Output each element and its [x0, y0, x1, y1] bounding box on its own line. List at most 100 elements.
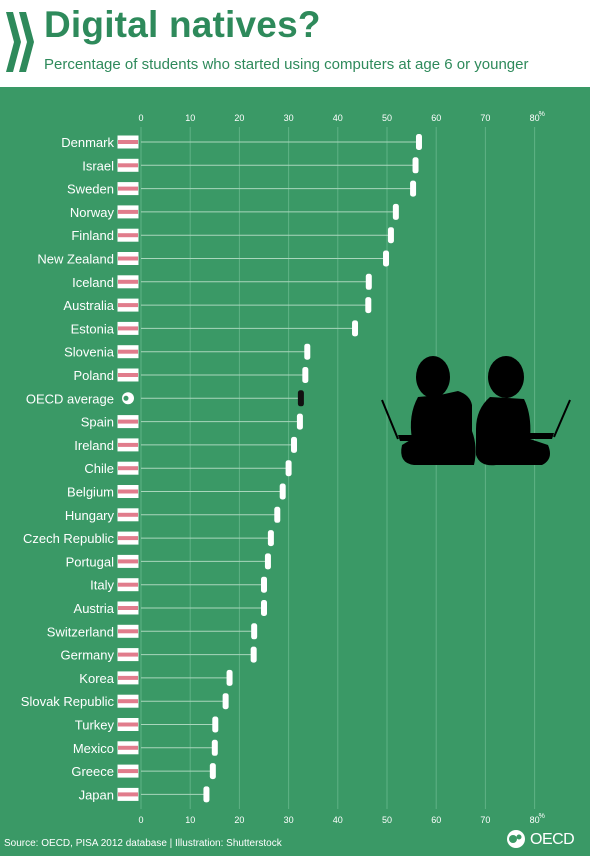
flag-icon-stripe — [118, 792, 138, 797]
data-marker — [267, 530, 274, 547]
x-tick-label-top: 40 — [333, 113, 343, 123]
category-label: OECD average — [26, 391, 114, 406]
data-marker — [296, 413, 303, 430]
flag-icon-stripe — [118, 233, 138, 238]
category-label: Japan — [79, 787, 114, 802]
flag-icon-stripe — [118, 303, 138, 308]
oecd-chevron-icon — [6, 12, 34, 72]
flag-icon-stripe — [118, 629, 138, 634]
data-marker — [222, 693, 229, 710]
category-label: Israel — [82, 158, 114, 173]
category-label: Poland — [74, 368, 114, 383]
category-label: Switzerland — [47, 624, 114, 639]
x-tick-label-bottom: 30 — [284, 815, 294, 825]
flag-icon-stripe — [118, 163, 138, 168]
page-subtitle: Percentage of students who started using… — [44, 56, 529, 73]
unit-label-top: % — [539, 111, 545, 118]
category-label: New Zealand — [37, 252, 114, 267]
category-label: Spain — [81, 415, 114, 430]
category-label: Sweden — [67, 182, 114, 197]
category-label: Czech Republic — [23, 531, 115, 546]
flag-icon-stripe — [118, 349, 138, 354]
oecd-flag-icon-detail — [123, 395, 129, 401]
header: Digital natives? Percentage of students … — [0, 0, 590, 87]
data-marker — [274, 506, 281, 523]
x-tick-label-bottom: 50 — [382, 815, 392, 825]
category-label: Belgium — [67, 485, 114, 500]
students-laptops-illustration — [381, 356, 571, 466]
data-marker — [297, 390, 304, 407]
x-tick-label-top: 0 — [138, 113, 143, 123]
flag-icon-stripe — [118, 722, 138, 727]
dot-chart: 0 0 10 10 20 20 30 30 40 40 50 50 60 60 70 70 80 80%% Denm… — [21, 111, 545, 825]
flag-icon-stripe — [118, 279, 138, 284]
category-label: Ireland — [74, 438, 114, 453]
x-tick-label-bottom: 70 — [480, 815, 490, 825]
data-marker — [209, 763, 216, 780]
data-marker — [211, 739, 218, 756]
category-label: Denmark — [61, 135, 114, 150]
data-marker — [352, 320, 359, 337]
data-marker — [415, 134, 422, 150]
data-marker — [203, 786, 210, 803]
category-label: Italy — [90, 578, 114, 593]
category-label: Norway — [70, 205, 115, 220]
data-marker — [264, 553, 271, 570]
flag-icon-stripe — [118, 209, 138, 214]
category-label: Portugal — [66, 554, 115, 569]
category-label: Chile — [84, 461, 114, 476]
data-marker — [251, 623, 258, 640]
unit-label-bottom: % — [539, 813, 545, 820]
x-tick-label-top: 20 — [234, 113, 244, 123]
flag-icon-stripe — [118, 512, 138, 517]
data-marker — [261, 576, 267, 593]
data-marker — [304, 343, 311, 360]
data-marker — [412, 157, 419, 174]
flag-icon-stripe — [118, 652, 138, 657]
data-marker — [383, 250, 390, 267]
data-marker — [410, 180, 417, 197]
data-marker — [250, 646, 257, 663]
x-tick-label-top: 80 — [530, 113, 540, 123]
data-marker — [387, 227, 394, 244]
x-tick-label-top: 70 — [480, 113, 490, 123]
flag-icon-stripe — [118, 536, 138, 541]
category-label: Slovak Republic — [21, 694, 115, 709]
flag-icon-stripe — [118, 489, 138, 494]
flag-icon-stripe — [118, 606, 138, 610]
flag-icon-stripe — [118, 140, 138, 144]
x-tick-label-top: 30 — [284, 113, 294, 123]
x-tick-label-bottom: 40 — [333, 815, 343, 825]
flag-icon-stripe — [118, 769, 138, 774]
data-marker — [302, 367, 309, 383]
category-label: Mexico — [73, 741, 114, 756]
x-tick-label-top: 50 — [382, 113, 392, 123]
x-tick-label-bottom: 20 — [234, 815, 244, 825]
oecd-logo-text: OECD — [530, 831, 575, 848]
category-label: Turkey — [75, 718, 115, 733]
oecd-globe-icon — [507, 830, 525, 848]
flag-icon-stripe — [118, 373, 138, 377]
category-label: Iceland — [72, 275, 114, 290]
x-tick-label-bottom: 80 — [530, 815, 540, 825]
data-marker — [365, 297, 372, 314]
category-label: Australia — [63, 298, 114, 313]
category-label: Korea — [79, 671, 114, 686]
data-marker — [226, 669, 233, 686]
flag-icon-stripe — [118, 326, 138, 331]
x-tick-label-bottom: 0 — [138, 815, 143, 825]
flag-icon-stripe — [118, 419, 138, 424]
data-marker — [279, 483, 286, 500]
category-label: Finland — [71, 228, 114, 243]
data-marker — [365, 273, 372, 290]
page-title: Digital natives? — [44, 4, 321, 45]
data-marker — [285, 460, 292, 477]
flag-icon-stripe — [118, 442, 138, 447]
x-tick-label-top: 10 — [185, 113, 195, 123]
category-label: Austria — [74, 601, 115, 616]
source-note: Source: OECD, PISA 2012 database | Illus… — [4, 838, 282, 849]
flag-icon-stripe — [118, 745, 138, 750]
x-tick-label-bottom: 10 — [185, 815, 195, 825]
flag-icon-stripe — [118, 582, 138, 587]
category-label: Estonia — [71, 321, 115, 336]
